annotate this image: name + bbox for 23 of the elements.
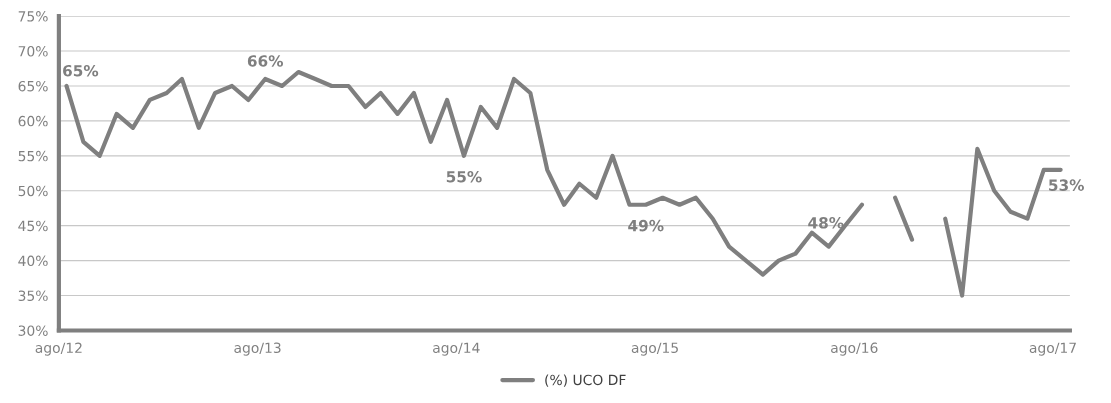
- y-tick-label: 30%: [18, 325, 48, 336]
- annotation: 49%: [628, 219, 664, 232]
- x-tick-label: ago/12: [35, 342, 82, 356]
- y-tick-label: 70%: [18, 46, 48, 57]
- x-tick-label: ago/17: [1029, 342, 1076, 356]
- x-tick-label: ago/13: [234, 342, 281, 356]
- legend-label: (%) UCO DF: [545, 374, 626, 387]
- y-tick-label: 60%: [18, 115, 48, 127]
- annotation: 65%: [63, 64, 99, 77]
- y-tick-label: 35%: [18, 290, 48, 302]
- y-tick-label: 50%: [18, 185, 48, 197]
- y-tick-label: 75%: [18, 11, 48, 22]
- x-tick-label: ago/16: [831, 342, 878, 356]
- annotation: 53%: [1049, 179, 1084, 191]
- y-tick-label: 40%: [18, 255, 48, 267]
- x-tick-label: ago/14: [433, 342, 480, 356]
- y-tick-label: 65%: [18, 80, 48, 92]
- x-tick-label: ago/15: [631, 342, 678, 356]
- y-tick-label: 55%: [18, 150, 48, 162]
- annotation: 55%: [446, 170, 482, 183]
- annotation: 48%: [808, 217, 844, 229]
- annotation: 66%: [247, 55, 284, 67]
- y-tick-label: 45%: [18, 220, 48, 232]
